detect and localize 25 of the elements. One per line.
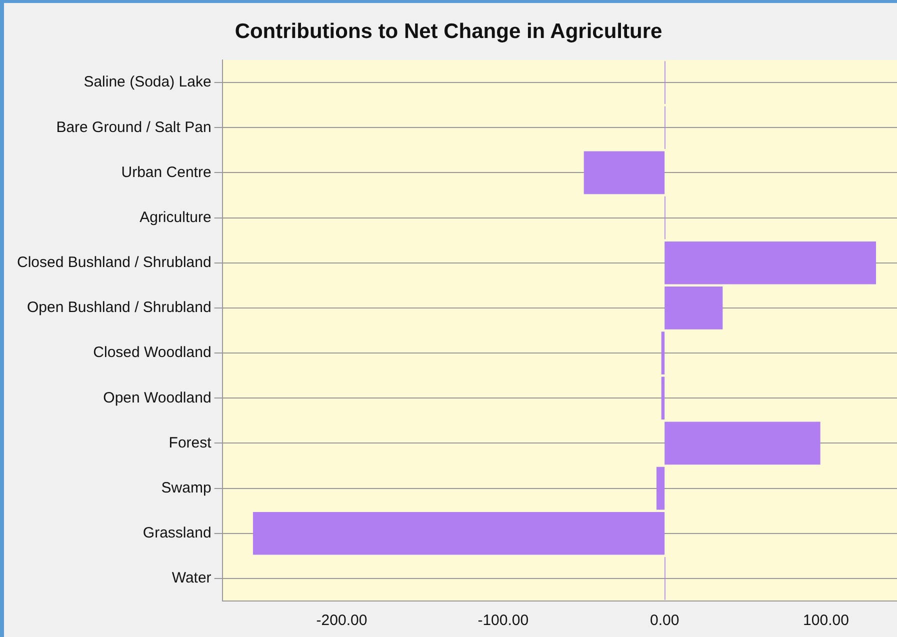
y-tick-label: Urban Centre — [121, 164, 212, 181]
y-tick-label: Grassland — [142, 524, 212, 542]
bar — [656, 466, 665, 510]
x-tick-label: 0.00 — [650, 612, 680, 630]
y-tick-label: Closed Bushland / Shrubland — [17, 254, 212, 272]
y-tick-label: Saline (Soda) Lake — [84, 74, 212, 91]
y-tick-label: Agriculture — [140, 208, 212, 226]
x-tick-label: -100.00 — [478, 612, 529, 630]
y-tick-label: Swamp — [161, 479, 212, 496]
y-tick-label: Bare Ground / Salt Pan — [56, 118, 212, 136]
bar — [664, 241, 876, 284]
x-tick-label: -200.00 — [316, 612, 368, 630]
bar — [661, 376, 665, 420]
bar — [664, 422, 820, 465]
y-tick-label: Closed Woodland — [93, 344, 212, 362]
y-tick-label: Forest — [168, 434, 212, 452]
bar — [661, 332, 665, 374]
y-tick-label: Open Bushland / Shrubland — [26, 299, 212, 316]
x-tick-label: 100.00 — [803, 612, 849, 630]
bar — [252, 512, 665, 555]
chart-title: Contributions to Net Change in Agriculture — [234, 20, 664, 44]
y-tick-label: Open Woodland — [103, 389, 212, 406]
bar — [584, 151, 665, 194]
bar — [664, 286, 723, 330]
y-tick-label: Water — [172, 570, 212, 587]
